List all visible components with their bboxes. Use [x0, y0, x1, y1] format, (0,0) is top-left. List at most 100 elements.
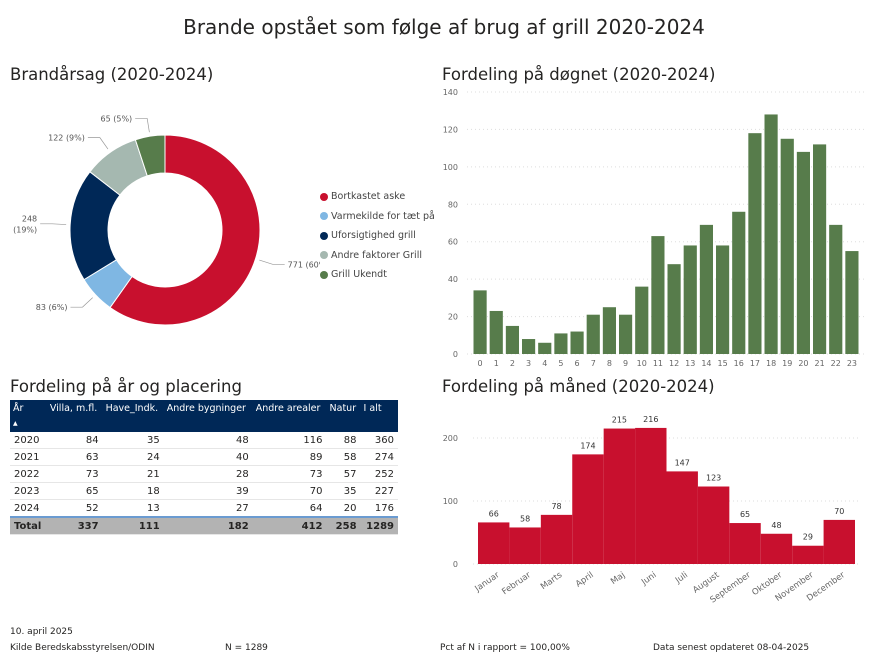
bar — [538, 342, 552, 354]
bar — [635, 286, 649, 354]
bar — [748, 133, 762, 354]
legend-item[interactable]: Grill Ukendt — [320, 265, 435, 285]
table-cell: 252 — [360, 465, 398, 483]
legend-item[interactable]: Andre faktorer Grill — [320, 246, 435, 266]
bar-data-label: 174 — [580, 441, 595, 450]
bar — [554, 333, 568, 354]
table-cell: 70 — [252, 482, 327, 500]
x-tick-label: 20 — [798, 359, 808, 368]
table-cell: 21 — [102, 465, 164, 483]
x-tick-label: 13 — [685, 359, 695, 368]
bar — [522, 339, 536, 354]
bar-data-label: 48 — [771, 521, 781, 530]
x-tick-label: 0 — [478, 359, 483, 368]
legend-dot-icon — [320, 192, 328, 201]
x-tick-label: 19 — [782, 359, 792, 368]
table-cell: 89 — [252, 448, 327, 466]
x-tick-label: Februar — [500, 570, 533, 597]
legend-dot-icon — [320, 212, 328, 221]
page-title: Brande opstået som følge af brug af gril… — [183, 15, 705, 39]
bar — [683, 245, 697, 354]
slice-data-label: 771 (60%) — [288, 260, 320, 269]
x-tick-label: 17 — [750, 359, 760, 368]
x-tick-label: Marts — [539, 570, 565, 592]
column-header[interactable]: Andre arealer — [252, 400, 327, 432]
leader-line — [70, 297, 93, 308]
legend-label: Varmekilde for tæt på — [331, 210, 435, 222]
x-tick-label: Juni — [639, 570, 658, 588]
bar — [796, 151, 810, 354]
bar — [667, 264, 681, 354]
legend-item[interactable]: Bortkastet aske — [320, 187, 435, 207]
table-cell: 2023 — [10, 482, 47, 500]
column-header[interactable]: Andre bygninger — [163, 400, 253, 432]
legend-label: Andre faktorer Grill — [331, 249, 422, 261]
x-tick-label: 1 — [494, 359, 499, 368]
bar — [813, 144, 827, 354]
table-row: 2022 73 21 28 73 57 252 — [10, 465, 398, 483]
table-cell: 2021 — [10, 448, 47, 466]
table-cell: 39 — [163, 482, 253, 500]
slice-data-label: (19%) — [13, 225, 37, 234]
bar — [489, 310, 503, 354]
legend-label: Grill Ukendt — [331, 269, 387, 281]
table-row: 2020 84 35 48 116 88 360 — [10, 432, 398, 449]
x-tick-label: 15 — [717, 359, 727, 368]
sort-ascending-icon[interactable]: ▲ — [13, 420, 18, 427]
bar — [570, 331, 584, 354]
bar — [764, 114, 778, 354]
y-tick-label: 60 — [448, 238, 458, 247]
legend-item[interactable]: Varmekilde for tæt på — [320, 207, 435, 227]
bar-data-label: 147 — [675, 458, 690, 467]
source-text: Kilde Beredskabsstyrelsen/ODIN — [10, 643, 155, 653]
table-cell: 48 — [163, 432, 253, 449]
table-cell: 116 — [252, 432, 327, 449]
table-cell: 182 — [163, 516, 253, 535]
bar-data-label: 215 — [612, 416, 627, 425]
slice-data-label: 65 (5%) — [101, 114, 133, 123]
updated-text: Data senest opdateret 08-04-2025 — [653, 643, 810, 653]
table-row: 2023 65 18 39 70 35 227 — [10, 482, 398, 500]
leader-line — [87, 137, 109, 150]
bar — [780, 138, 794, 354]
bar — [602, 307, 616, 354]
table-cell: 2024 — [10, 499, 47, 518]
x-tick-label: Januar — [473, 570, 502, 595]
donut-slice — [134, 134, 166, 177]
leader-line — [259, 259, 285, 265]
bar — [509, 527, 541, 564]
donut-chart[interactable]: 771 (60%) 83 (6%) 248 (19%) 122 (9%) 65 (5%) — [0, 100, 320, 350]
bar — [505, 325, 519, 354]
y-tick-label: 140 — [443, 88, 458, 97]
x-tick-label: 3 — [526, 359, 531, 368]
bar — [473, 290, 487, 354]
column-header[interactable]: Have_Indk. — [102, 400, 164, 432]
bar — [651, 236, 665, 354]
x-tick-label: April — [574, 570, 596, 589]
table-row: 2021 63 24 40 89 58 274 — [10, 448, 398, 466]
table-cell: 58 — [326, 448, 361, 466]
month-bar-chart[interactable]: 0 100 200 Januar 66 Februar 58 Marts 78 April 174 M… — [430, 405, 880, 605]
column-header[interactable]: Natur — [326, 400, 361, 432]
column-header[interactable]: Villa, m.fl. — [46, 400, 103, 432]
x-tick-label: 21 — [814, 359, 824, 368]
y-tick-label: 40 — [448, 275, 458, 284]
table-cell: 40 — [163, 448, 253, 466]
x-tick-label: 16 — [734, 359, 744, 368]
pct-text: Pct af N i rapport = 100,00% — [440, 643, 570, 653]
donut-slice — [109, 134, 261, 326]
legend-item[interactable]: Uforsigtighed grill — [320, 226, 435, 246]
y-tick-label: 80 — [448, 200, 458, 209]
bar — [666, 471, 698, 564]
bar — [729, 523, 761, 564]
y-tick-label: 100 — [443, 497, 458, 506]
bar — [572, 454, 604, 564]
x-tick-label: 2 — [510, 359, 515, 368]
bar-data-label: 66 — [489, 509, 499, 518]
x-tick-label: Maj — [609, 570, 627, 587]
column-header[interactable]: I alt — [360, 400, 398, 432]
table-cell: 73 — [46, 465, 103, 483]
y-tick-label: 100 — [443, 163, 458, 172]
column-header[interactable]: År ▲ — [10, 400, 47, 432]
